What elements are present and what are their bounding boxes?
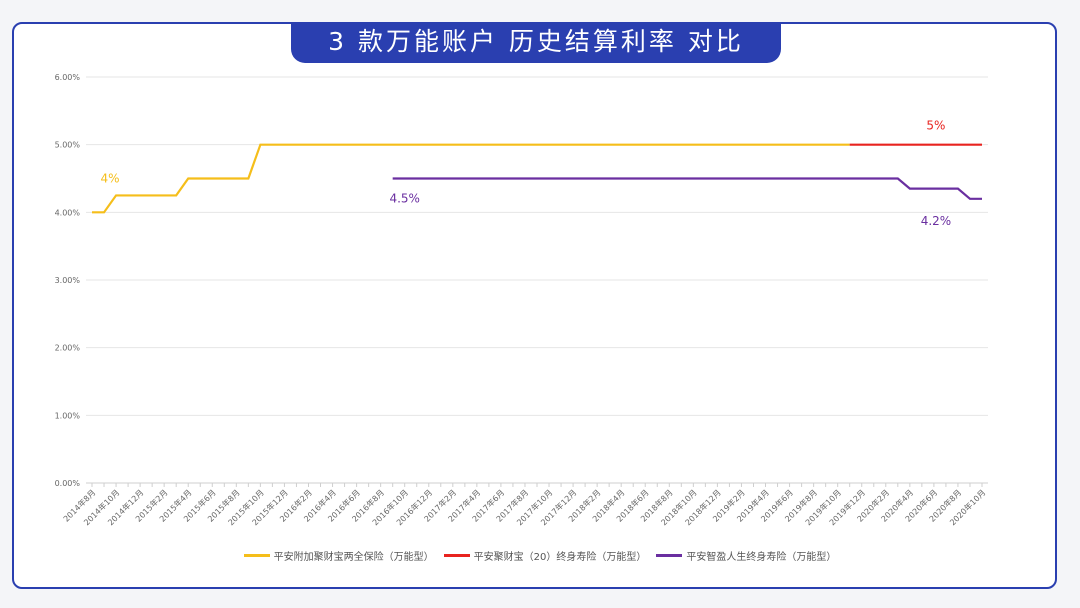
y-tick-label: 0.00% <box>55 479 81 488</box>
legend-label: 平安聚财宝（20）终身寿险（万能型） <box>473 552 647 563</box>
data-label: 4% <box>101 171 120 185</box>
legend-swatch <box>656 554 683 557</box>
legend-label: 平安智盈人生终身寿险（万能型） <box>686 552 837 563</box>
data-label: 4.2% <box>921 214 952 228</box>
y-tick-label: 4.00% <box>55 208 81 217</box>
legend-swatch <box>443 554 470 557</box>
chart-frame <box>12 22 1057 589</box>
y-tick-label: 6.00% <box>55 73 81 82</box>
legend-item: 平安聚财宝（20）终身寿险（万能型） <box>443 548 647 563</box>
y-tick-label: 5.00% <box>55 141 81 150</box>
series-line-0 <box>92 143 850 214</box>
legend-swatch <box>243 554 270 557</box>
y-tick-label: 1.00% <box>55 411 81 420</box>
series-line-2 <box>392 177 982 200</box>
data-label: 4.5% <box>389 192 420 206</box>
chart-title: 3 款万能账户 历史结算利率 对比 <box>291 22 781 63</box>
y-tick-label: 2.00% <box>55 344 81 353</box>
data-label: 5% <box>926 119 945 133</box>
y-tick-label: 3.00% <box>55 276 81 285</box>
legend: 平安附加聚财宝两全保险（万能型） 平安聚财宝（20）终身寿险（万能型） 平安智盈人生… <box>0 548 1080 563</box>
legend-item: 平安智盈人生终身寿险（万能型） <box>656 548 836 563</box>
legend-item: 平安附加聚财宝两全保险（万能型） <box>243 548 434 563</box>
legend-label: 平安附加聚财宝两全保险（万能型） <box>273 552 434 563</box>
